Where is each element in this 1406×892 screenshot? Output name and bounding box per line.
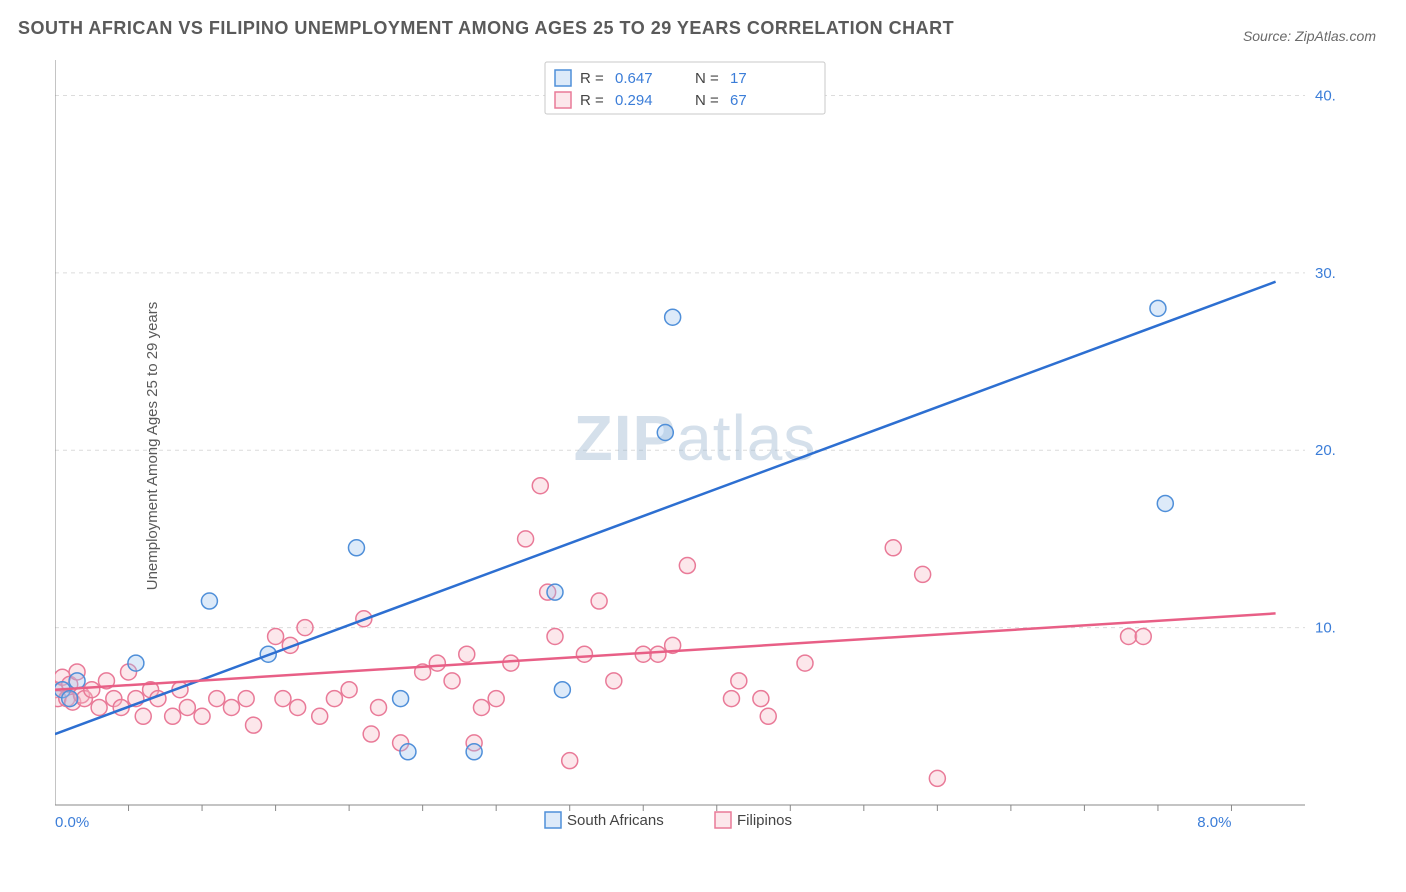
data-point xyxy=(312,708,328,724)
data-point xyxy=(128,655,144,671)
data-point xyxy=(69,673,85,689)
svg-text:0.294: 0.294 xyxy=(615,92,653,109)
correlation-legend: R = 0.647 N = 17 R = 0.294 N = 67 xyxy=(545,62,825,114)
svg-text:40.0%: 40.0% xyxy=(1315,87,1335,104)
data-point xyxy=(238,691,254,707)
data-point xyxy=(194,708,210,724)
data-point xyxy=(1150,300,1166,316)
data-point xyxy=(297,620,313,636)
data-point xyxy=(393,691,409,707)
correlation-scatter-plot: 10.0% 20.0% 30.0% 40.0% 0.0% 8.0% ZIPatlas R… xyxy=(55,60,1335,830)
data-point xyxy=(62,691,78,707)
data-point xyxy=(547,584,563,600)
trend-line xyxy=(55,613,1276,689)
data-point xyxy=(444,673,460,689)
data-point xyxy=(429,655,445,671)
svg-text:67: 67 xyxy=(730,92,747,109)
data-point xyxy=(562,753,578,769)
data-point xyxy=(760,708,776,724)
data-point xyxy=(201,593,217,609)
svg-text:30.0%: 30.0% xyxy=(1315,265,1335,282)
data-point xyxy=(915,566,931,582)
data-point xyxy=(731,673,747,689)
svg-text:R =: R = xyxy=(580,92,604,109)
data-point xyxy=(209,691,225,707)
data-point xyxy=(473,699,489,715)
data-point xyxy=(665,309,681,325)
data-point xyxy=(929,770,945,786)
svg-text:20.0%: 20.0% xyxy=(1315,442,1335,459)
data-point xyxy=(797,655,813,671)
data-point xyxy=(885,540,901,556)
svg-text:8.0%: 8.0% xyxy=(1197,814,1231,830)
data-point xyxy=(275,691,291,707)
data-point xyxy=(657,425,673,441)
data-point xyxy=(1135,628,1151,644)
source-attribution: Source: ZipAtlas.com xyxy=(1243,28,1376,44)
data-point xyxy=(1121,628,1137,644)
data-point xyxy=(606,673,622,689)
trend-line xyxy=(55,282,1276,734)
data-point xyxy=(179,699,195,715)
svg-text:0.0%: 0.0% xyxy=(55,814,89,830)
data-point xyxy=(488,691,504,707)
data-point xyxy=(723,691,739,707)
data-point xyxy=(532,478,548,494)
data-point xyxy=(246,717,262,733)
svg-text:Filipinos: Filipinos xyxy=(737,812,792,829)
data-point xyxy=(363,726,379,742)
data-point xyxy=(503,655,519,671)
data-point xyxy=(466,744,482,760)
data-point xyxy=(326,691,342,707)
data-point xyxy=(518,531,534,547)
data-point xyxy=(547,628,563,644)
svg-text:South Africans: South Africans xyxy=(567,812,664,829)
watermark: ZIPatlas xyxy=(574,402,817,474)
svg-text:N =: N = xyxy=(695,92,719,109)
data-point xyxy=(576,646,592,662)
svg-text:17: 17 xyxy=(730,70,747,87)
data-point xyxy=(341,682,357,698)
svg-text:N =: N = xyxy=(695,70,719,87)
data-point xyxy=(554,682,570,698)
data-point xyxy=(371,699,387,715)
data-point xyxy=(650,646,666,662)
data-point xyxy=(753,691,769,707)
chart-title: SOUTH AFRICAN VS FILIPINO UNEMPLOYMENT A… xyxy=(18,18,954,39)
data-point xyxy=(290,699,306,715)
data-point xyxy=(348,540,364,556)
data-point xyxy=(679,558,695,574)
data-point xyxy=(400,744,416,760)
data-point xyxy=(91,699,107,715)
data-point xyxy=(165,708,181,724)
svg-text:10.0%: 10.0% xyxy=(1315,620,1335,637)
data-point xyxy=(223,699,239,715)
svg-text:R =: R = xyxy=(580,70,604,87)
data-point xyxy=(1157,495,1173,511)
data-point xyxy=(268,628,284,644)
data-point xyxy=(591,593,607,609)
data-point xyxy=(135,708,151,724)
data-point xyxy=(84,682,100,698)
svg-text:0.647: 0.647 xyxy=(615,70,653,87)
data-point xyxy=(459,646,475,662)
series-legend: South Africans Filipinos xyxy=(545,812,792,829)
